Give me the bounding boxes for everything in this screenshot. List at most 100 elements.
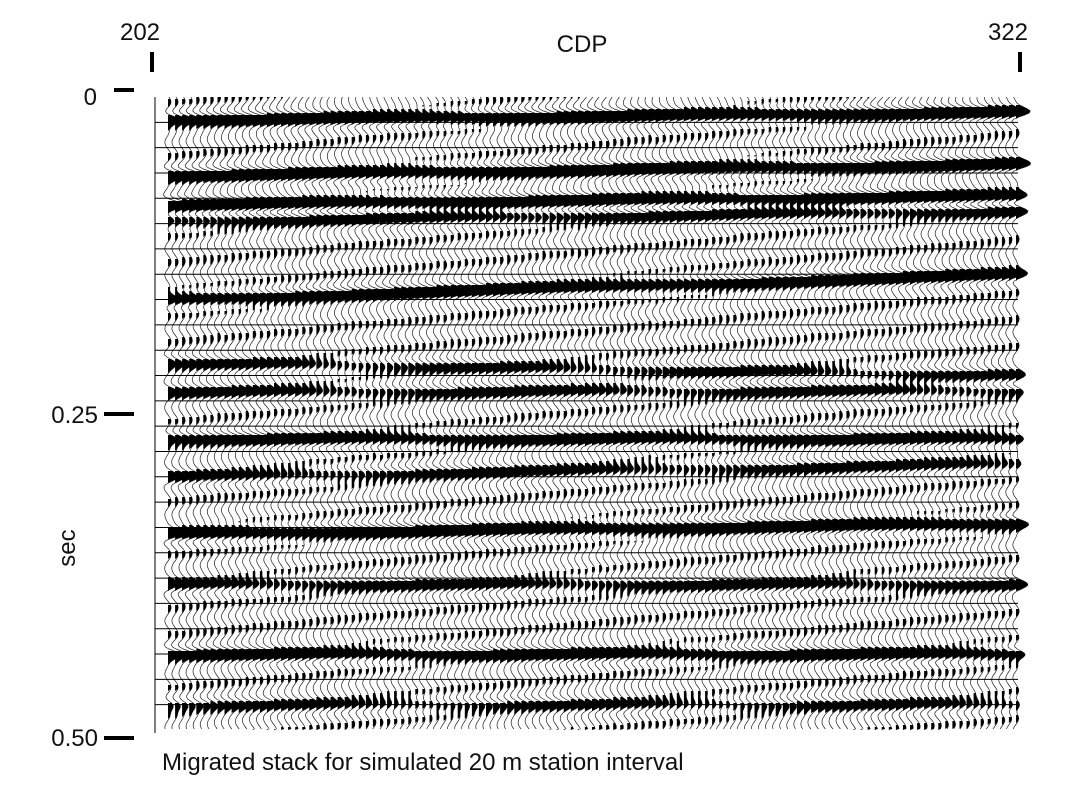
trace-fill-97 <box>846 97 862 713</box>
trace-9 <box>219 97 240 730</box>
trace-31 <box>375 96 396 730</box>
trace-fill-84 <box>754 101 770 719</box>
y-tick-label-0: 0 <box>84 84 97 111</box>
trace-fill-30 <box>372 109 388 727</box>
trace-fill-37 <box>422 105 438 723</box>
trace-23 <box>318 96 339 730</box>
trace-fill-59 <box>577 97 593 730</box>
trace-fill-41 <box>450 101 466 721</box>
trace-3 <box>177 96 198 730</box>
trace-fill-121 <box>1016 105 1031 723</box>
trace-107 <box>912 96 933 730</box>
trace-fill-100 <box>867 97 883 730</box>
trace-fill-114 <box>966 107 982 729</box>
trace-fill-3 <box>182 99 197 717</box>
trace-fill-105 <box>902 109 918 730</box>
trace-fill-108 <box>924 107 939 730</box>
trace-fill-70 <box>655 109 671 729</box>
trace-fill-46 <box>486 97 501 717</box>
trace-11 <box>233 96 254 730</box>
trace-91 <box>799 96 820 730</box>
trace-86 <box>763 96 784 730</box>
trace-94 <box>820 96 841 730</box>
x-axis-label: CDP <box>557 31 608 58</box>
trace-fill-44 <box>471 99 487 717</box>
trace-52 <box>523 96 544 730</box>
trace-fill-99 <box>860 97 876 730</box>
trace-93 <box>813 96 834 730</box>
trace-32 <box>382 96 403 730</box>
trace-95 <box>827 96 848 730</box>
trace-fill-52 <box>528 97 544 713</box>
trace-fill-5 <box>196 97 211 715</box>
trace-fill-56 <box>556 97 572 730</box>
trace-6 <box>198 96 219 730</box>
trace-fill-120 <box>1008 105 1024 723</box>
trace-fill-40 <box>443 103 459 721</box>
trace-85 <box>756 96 777 730</box>
y-tick-label-0.50: 0.50 <box>51 725 98 752</box>
trace-fill-118 <box>994 105 1010 725</box>
trace-34 <box>396 96 417 730</box>
trace-fill-86 <box>768 99 784 717</box>
trace-fill-45 <box>478 99 494 717</box>
trace-fill-113 <box>959 107 975 729</box>
trace-21 <box>304 96 325 730</box>
trace-5 <box>191 96 212 730</box>
trace-fill-57 <box>563 97 579 730</box>
trace-fill-8 <box>217 97 233 715</box>
trace-fill-92 <box>811 97 826 713</box>
trace-fill-35 <box>408 109 423 725</box>
trace-1 <box>163 96 184 730</box>
trace-98 <box>848 96 869 730</box>
trace-92 <box>806 96 827 730</box>
trace-120 <box>1004 96 1024 730</box>
trace-fill-31 <box>380 109 395 727</box>
trace-fill-50 <box>514 97 529 715</box>
trace-fill-47 <box>493 97 508 715</box>
trace-fill-93 <box>818 97 833 713</box>
trace-61 <box>587 96 608 730</box>
trace-fill-116 <box>980 107 996 727</box>
trace-fill-101 <box>874 109 890 730</box>
trace-22 <box>311 96 332 730</box>
trace-49 <box>502 96 523 730</box>
trace-fill-73 <box>676 109 692 727</box>
trace-113 <box>954 96 975 730</box>
trace-74 <box>679 96 699 730</box>
trace-97 <box>841 96 862 730</box>
trace-fill-110 <box>938 107 953 730</box>
trace-fill-79 <box>719 107 734 723</box>
trace-fill-83 <box>747 101 763 719</box>
trace-116 <box>975 96 996 730</box>
trace-65 <box>615 96 636 730</box>
trace-79 <box>714 96 735 730</box>
trace-84 <box>749 96 770 730</box>
trace-fill-88 <box>782 97 798 717</box>
trace-73 <box>671 96 692 730</box>
trace-37 <box>417 96 438 730</box>
trace-fill-119 <box>1001 105 1017 725</box>
trace-4 <box>184 96 205 730</box>
trace-117 <box>982 96 1003 730</box>
trace-24 <box>325 96 346 730</box>
trace-fill-6 <box>203 97 218 715</box>
trace-115 <box>968 96 989 730</box>
trace-fill-117 <box>987 105 1003 725</box>
trace-87 <box>770 96 791 730</box>
trace-89 <box>784 96 805 730</box>
trace-19 <box>290 96 311 730</box>
trace-118 <box>989 96 1010 730</box>
x-tick-label-left: 202 <box>120 19 160 46</box>
trace-fill-2 <box>175 99 190 719</box>
trace-fill-112 <box>952 107 968 729</box>
trace-fill-72 <box>669 109 685 727</box>
trace-fill-94 <box>825 97 840 713</box>
trace-fill-49 <box>507 97 522 715</box>
trace-fill-103 <box>888 109 904 730</box>
x-tick-label-right: 322 <box>988 19 1028 46</box>
trace-fill-43 <box>464 101 480 719</box>
trace-fill-33 <box>394 109 409 725</box>
trace-fill-11 <box>238 97 254 713</box>
